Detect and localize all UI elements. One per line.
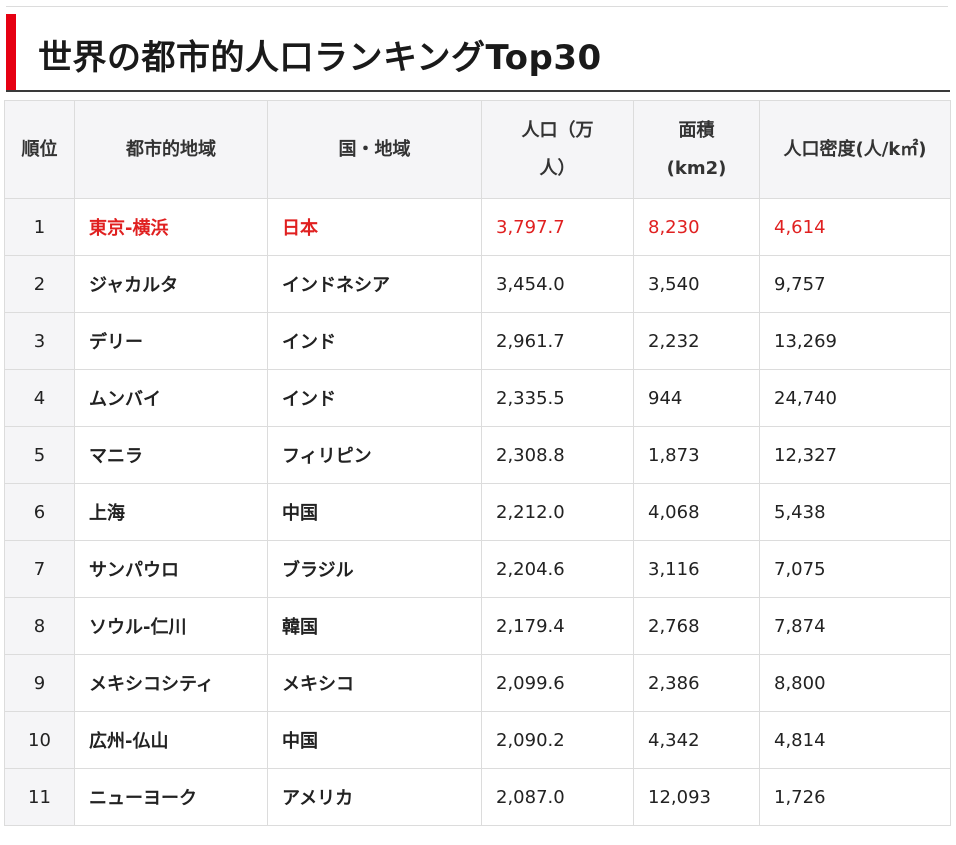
country-cell: インド: [267, 369, 482, 427]
density-cell: 7,874: [759, 597, 951, 655]
rank-cell: 5: [4, 426, 75, 484]
table-row: 3 デリー インド 2,961.7 2,232 13,269: [4, 312, 951, 370]
rank-cell: 7: [4, 540, 75, 598]
header-density: 人口密度(人/k㎡): [759, 100, 951, 199]
table-row: 1 東京-横浜 日本 3,797.7 8,230 4,614: [4, 198, 951, 256]
title-block: 世界の都市的人口ランキングTop30: [6, 14, 950, 92]
density-cell: 8,800: [759, 654, 951, 712]
city-cell: ムンバイ: [74, 369, 268, 427]
table-row: 9 メキシコシティ メキシコ 2,099.6 2,386 8,800: [4, 654, 951, 712]
population-cell: 2,090.2: [481, 711, 634, 769]
table-row: 11 ニューヨーク アメリカ 2,087.0 12,093 1,726: [4, 768, 951, 826]
table-row: 5 マニラ フィリピン 2,308.8 1,873 12,327: [4, 426, 951, 484]
rank-cell: 10: [4, 711, 75, 769]
area-cell: 2,232: [633, 312, 760, 370]
city-cell: ソウル-仁川: [74, 597, 268, 655]
header-area: 面積(km2): [633, 100, 760, 199]
rank-cell: 6: [4, 483, 75, 541]
header-rank: 順位: [4, 100, 75, 199]
area-cell: 4,342: [633, 711, 760, 769]
population-cell: 2,212.0: [481, 483, 634, 541]
rank-cell: 2: [4, 255, 75, 313]
density-cell: 9,757: [759, 255, 951, 313]
population-cell: 2,335.5: [481, 369, 634, 427]
city-cell: デリー: [74, 312, 268, 370]
density-cell: 4,614: [759, 198, 951, 256]
table-body: 1 東京-横浜 日本 3,797.7 8,230 4,614 2 ジャカルタ インドネシア 3,4…: [4, 198, 951, 826]
country-cell: 中国: [267, 711, 482, 769]
country-cell: インド: [267, 312, 482, 370]
area-cell: 2,768: [633, 597, 760, 655]
population-cell: 2,087.0: [481, 768, 634, 826]
rank-cell: 8: [4, 597, 75, 655]
title-accent-bar: [6, 14, 16, 90]
country-cell: 中国: [267, 483, 482, 541]
rank-cell: 9: [4, 654, 75, 712]
area-cell: 1,873: [633, 426, 760, 484]
density-cell: 12,327: [759, 426, 951, 484]
population-cell: 2,099.6: [481, 654, 634, 712]
table-row: 7 サンパウロ ブラジル 2,204.6 3,116 7,075: [4, 540, 951, 598]
table-row: 2 ジャカルタ インドネシア 3,454.0 3,540 9,757: [4, 255, 951, 313]
page-title: 世界の都市的人口ランキングTop30: [38, 38, 602, 78]
country-cell: フィリピン: [267, 426, 482, 484]
city-cell: ジャカルタ: [74, 255, 268, 313]
density-cell: 7,075: [759, 540, 951, 598]
country-cell: インドネシア: [267, 255, 482, 313]
table-row: 6 上海 中国 2,212.0 4,068 5,438: [4, 483, 951, 541]
city-cell: 上海: [74, 483, 268, 541]
table-row: 10 広州-仏山 中国 2,090.2 4,342 4,814: [4, 711, 951, 769]
city-cell: ニューヨーク: [74, 768, 268, 826]
header-population: 人口（万人）: [481, 100, 634, 199]
city-cell: サンパウロ: [74, 540, 268, 598]
rank-cell: 1: [4, 198, 75, 256]
population-cell: 3,454.0: [481, 255, 634, 313]
city-cell: マニラ: [74, 426, 268, 484]
rank-cell: 4: [4, 369, 75, 427]
population-cell: 2,204.6: [481, 540, 634, 598]
area-cell: 3,540: [633, 255, 760, 313]
city-cell: 広州-仏山: [74, 711, 268, 769]
area-cell: 944: [633, 369, 760, 427]
city-cell: メキシコシティ: [74, 654, 268, 712]
rank-cell: 11: [4, 768, 75, 826]
density-cell: 24,740: [759, 369, 951, 427]
area-cell: 3,116: [633, 540, 760, 598]
population-cell: 2,179.4: [481, 597, 634, 655]
density-cell: 4,814: [759, 711, 951, 769]
density-cell: 5,438: [759, 483, 951, 541]
country-cell: アメリカ: [267, 768, 482, 826]
density-cell: 13,269: [759, 312, 951, 370]
header-city: 都市的地域: [74, 100, 268, 199]
density-cell: 1,726: [759, 768, 951, 826]
city-cell: 東京-横浜: [74, 198, 268, 256]
population-cell: 3,797.7: [481, 198, 634, 256]
table-row: 8 ソウル-仁川 韓国 2,179.4 2,768 7,874: [4, 597, 951, 655]
rank-cell: 3: [4, 312, 75, 370]
country-cell: メキシコ: [267, 654, 482, 712]
country-cell: 韓国: [267, 597, 482, 655]
country-cell: ブラジル: [267, 540, 482, 598]
area-cell: 4,068: [633, 483, 760, 541]
top-divider: [6, 6, 948, 7]
header-country: 国・地域: [267, 100, 482, 199]
table-header-row: 順位 都市的地域 国・地域 人口（万人） 面積(km2) 人口密度(人/k㎡): [4, 100, 951, 199]
area-cell: 2,386: [633, 654, 760, 712]
country-cell: 日本: [267, 198, 482, 256]
table-row: 4 ムンバイ インド 2,335.5 944 24,740: [4, 369, 951, 427]
ranking-table: 順位 都市的地域 国・地域 人口（万人） 面積(km2) 人口密度(人/k㎡) …: [4, 100, 951, 826]
area-cell: 8,230: [633, 198, 760, 256]
population-cell: 2,961.7: [481, 312, 634, 370]
population-cell: 2,308.8: [481, 426, 634, 484]
area-cell: 12,093: [633, 768, 760, 826]
